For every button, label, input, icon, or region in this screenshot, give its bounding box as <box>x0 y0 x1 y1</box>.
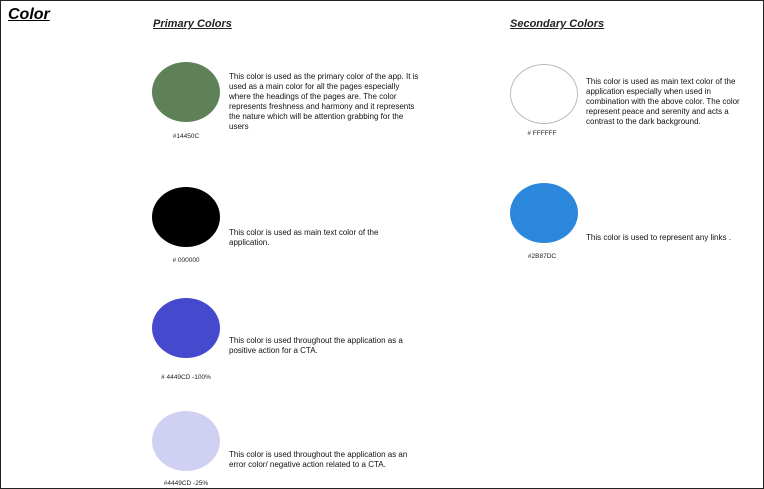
color-swatch-white <box>510 64 578 124</box>
color-swatch-blue-100 <box>152 298 220 358</box>
secondary-colors-heading: Secondary Colors <box>510 18 605 30</box>
page-title: Color <box>8 6 50 23</box>
color-swatch-blue-25 <box>152 411 220 471</box>
hex-label-link-blue: #2B87DC <box>527 253 557 260</box>
hex-label-primary-green: #14450C <box>172 133 200 140</box>
hex-label-black: # 000000 <box>172 257 200 264</box>
description-blue-100: This color is used throughout the applic… <box>229 336 403 355</box>
hex-label-blue-25: #4449CD -25% <box>163 480 209 487</box>
description-primary-green: This color is used as the primary color … <box>229 72 419 131</box>
description-white: This color is used as main text color of… <box>586 77 740 126</box>
description-black: This color is used as main text color of… <box>229 228 379 247</box>
description-link-blue: This color is used to represent any link… <box>586 233 731 242</box>
color-swatch-black <box>152 187 220 247</box>
description-blue-25: This color is used throughout the applic… <box>229 450 408 469</box>
color-swatch-primary-green <box>152 62 220 122</box>
color-swatch-link-blue <box>510 183 578 243</box>
hex-label-blue-100: # 4449CD -100% <box>161 374 211 381</box>
primary-colors-heading: Primary Colors <box>153 18 232 30</box>
hex-label-white: # FFFFFF <box>527 130 557 137</box>
